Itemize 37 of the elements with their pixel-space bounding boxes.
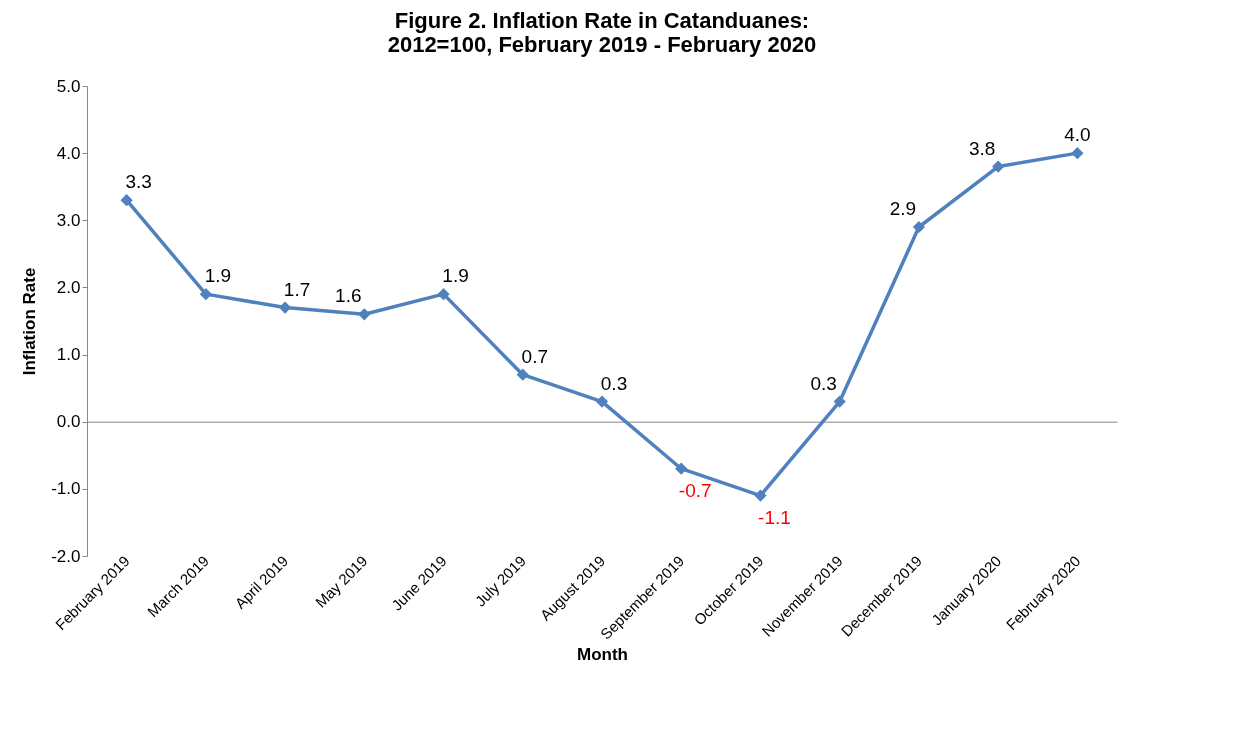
point <box>754 489 767 502</box>
y-tick-label: -2.0 <box>51 546 81 566</box>
data-label: 0.3 <box>600 372 628 394</box>
point <box>437 288 450 301</box>
point <box>278 301 292 314</box>
y-tick-label: 1.0 <box>56 345 81 365</box>
point <box>833 395 846 408</box>
point <box>992 160 1005 173</box>
data-label: 4.0 <box>1064 124 1091 146</box>
data-label: 0.7 <box>521 345 548 367</box>
y-tick-label: 0.0 <box>56 412 81 432</box>
data-label: 2.9 <box>889 198 917 219</box>
point <box>516 368 529 381</box>
point <box>199 288 212 301</box>
data-label: 1.6 <box>335 285 362 307</box>
data-label: 1.9 <box>442 265 469 287</box>
point <box>120 194 133 207</box>
y-tick-label: 4.0 <box>56 143 81 163</box>
chart-title: Figure 2. Inflation Rate in Catanduanes: 2012=100, February 2019 - February 2020 <box>387 8 817 57</box>
point <box>675 462 688 475</box>
data-label: 3.3 <box>125 171 152 193</box>
x-axis-title: Month <box>577 644 628 664</box>
data-label: 3.8 <box>968 137 996 159</box>
y-tick-label: 3.0 <box>56 210 81 230</box>
y-axis-title: Inflation Rate <box>20 267 40 376</box>
point <box>912 220 926 234</box>
data-label: 1.7 <box>283 278 311 300</box>
y-tick-label: -1.0 <box>51 479 81 499</box>
point <box>595 395 609 408</box>
point <box>1071 147 1084 160</box>
y-tick-label: 5.0 <box>56 76 81 96</box>
data-label: -1.1 <box>758 506 791 528</box>
y-tick-label: 2.0 <box>56 277 81 297</box>
data-label: 1.9 <box>204 265 232 287</box>
point <box>358 308 371 321</box>
data-label: 0.3 <box>810 372 837 394</box>
data-label: -0.7 <box>678 479 712 501</box>
